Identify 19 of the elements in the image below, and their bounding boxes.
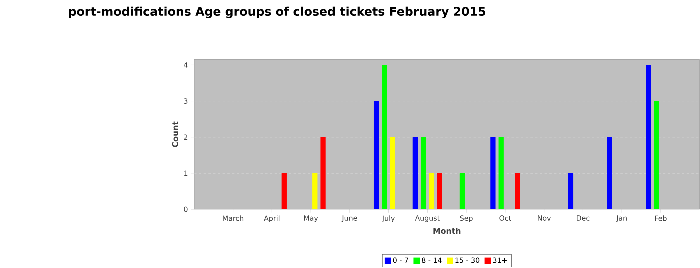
bar <box>282 174 287 210</box>
bar <box>437 174 442 210</box>
bar <box>312 174 318 210</box>
bar <box>320 138 326 210</box>
bar <box>421 138 426 210</box>
bar <box>646 65 652 210</box>
bar <box>654 102 660 210</box>
bar <box>607 138 612 210</box>
bar <box>490 138 496 210</box>
chart-title: port-modifications Age groups of closed tickets February 2015 <box>69 7 486 19</box>
bar <box>382 65 388 210</box>
bar <box>374 102 380 210</box>
bar <box>429 174 434 210</box>
bar <box>460 174 466 210</box>
bar <box>412 138 418 210</box>
bar <box>568 174 574 210</box>
bar <box>390 138 396 210</box>
bar <box>515 174 520 210</box>
bar <box>498 138 504 210</box>
